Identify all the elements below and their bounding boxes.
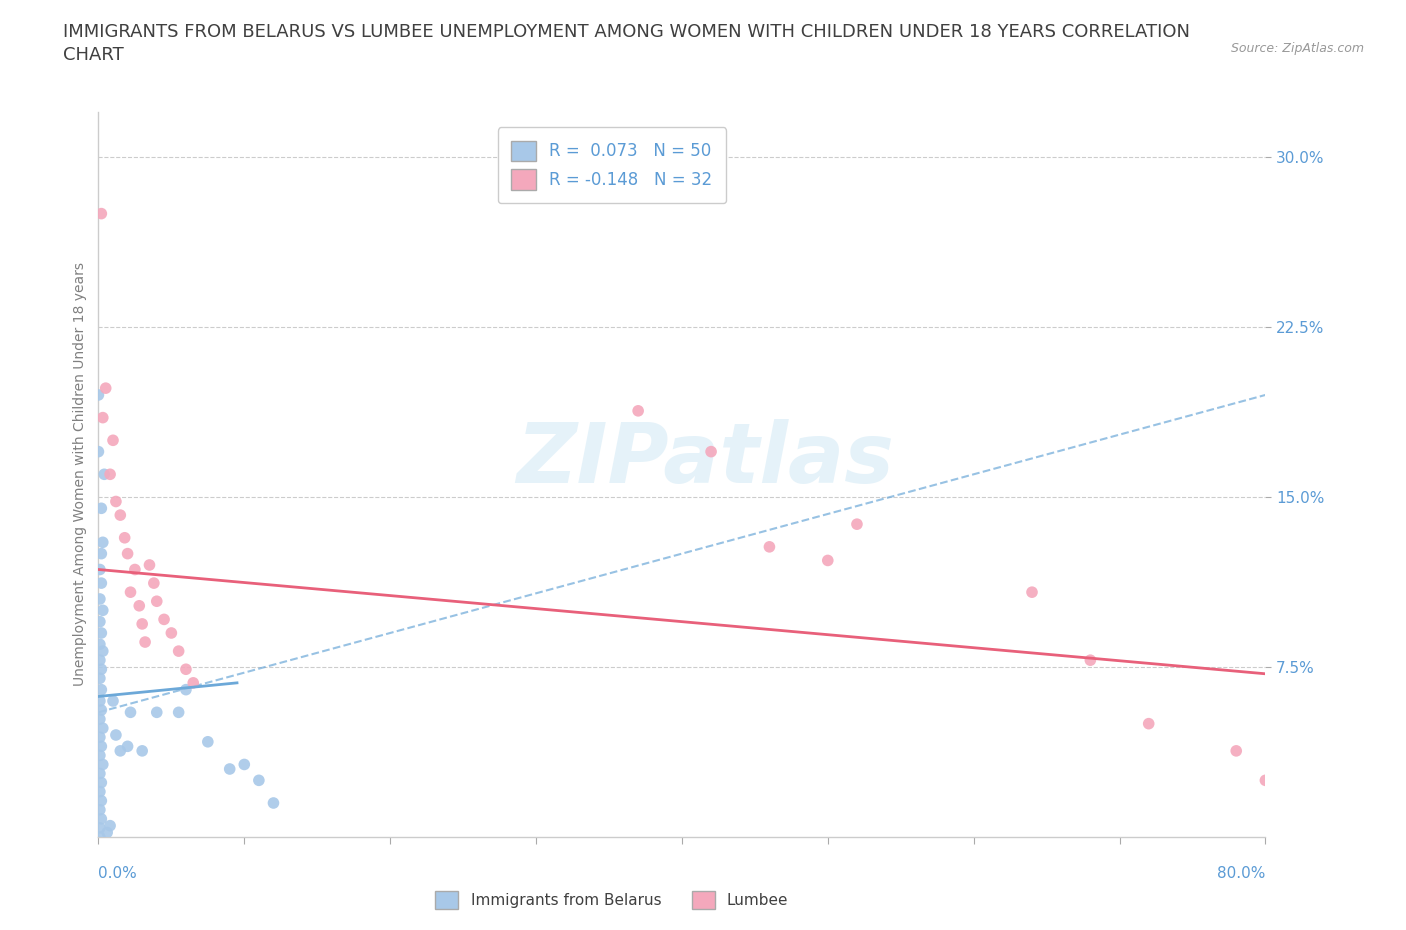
Text: 80.0%: 80.0% xyxy=(1218,866,1265,881)
Point xyxy=(91,603,114,618)
Point xyxy=(90,793,112,808)
Point xyxy=(174,683,197,698)
Point xyxy=(98,467,121,482)
Point xyxy=(110,743,132,758)
Point xyxy=(146,705,169,720)
Point xyxy=(101,694,124,709)
Point xyxy=(146,594,169,609)
Text: IMMIGRANTS FROM BELARUS VS LUMBEE UNEMPLOYMENT AMONG WOMEN WITH CHILDREN UNDER 1: IMMIGRANTS FROM BELARUS VS LUMBEE UNEMPL… xyxy=(63,23,1191,41)
Point xyxy=(89,562,111,577)
Point xyxy=(817,553,839,568)
Point xyxy=(110,508,132,523)
Point xyxy=(197,735,219,750)
Point xyxy=(91,535,114,550)
Legend: R =  0.073   N = 50, R = -0.148   N = 32: R = 0.073 N = 50, R = -0.148 N = 32 xyxy=(498,127,725,203)
Point xyxy=(91,757,114,772)
Point xyxy=(1137,716,1160,731)
Point xyxy=(262,795,284,810)
Point xyxy=(174,662,197,677)
Point xyxy=(160,626,183,641)
Point xyxy=(89,830,111,844)
Point xyxy=(89,637,111,652)
Point xyxy=(167,705,190,720)
Point xyxy=(98,818,121,833)
Point xyxy=(89,766,111,781)
Point xyxy=(218,762,240,777)
Point xyxy=(91,644,114,658)
Point xyxy=(90,683,112,698)
Point xyxy=(89,820,111,835)
Point xyxy=(93,467,115,482)
Point xyxy=(94,380,117,395)
Point xyxy=(89,591,111,606)
Point xyxy=(89,614,111,629)
Point xyxy=(120,585,142,600)
Point xyxy=(758,539,780,554)
Point xyxy=(89,671,111,685)
Point xyxy=(117,738,139,753)
Point xyxy=(89,803,111,817)
Point xyxy=(142,576,165,591)
Point xyxy=(90,576,112,591)
Point xyxy=(1021,585,1043,600)
Point xyxy=(101,432,124,447)
Point xyxy=(91,721,114,736)
Point xyxy=(90,662,112,677)
Point xyxy=(138,558,160,573)
Point xyxy=(96,825,118,840)
Text: 0.0%: 0.0% xyxy=(98,866,138,881)
Point xyxy=(1225,743,1247,758)
Point xyxy=(167,644,190,658)
Point xyxy=(90,811,112,827)
Point xyxy=(120,705,142,720)
Point xyxy=(90,776,112,790)
Point xyxy=(117,546,139,561)
Point xyxy=(181,675,204,690)
Point xyxy=(114,530,136,545)
Point xyxy=(153,612,176,627)
Point xyxy=(233,757,256,772)
Point xyxy=(87,388,110,403)
Y-axis label: Unemployment Among Women with Children Under 18 years: Unemployment Among Women with Children U… xyxy=(73,262,87,686)
Text: ZIPatlas: ZIPatlas xyxy=(516,419,894,500)
Point xyxy=(700,445,723,459)
Point xyxy=(90,501,112,516)
Point xyxy=(134,634,156,649)
Point xyxy=(846,517,869,532)
Point xyxy=(104,727,127,742)
Point xyxy=(89,694,111,709)
Point xyxy=(90,546,112,561)
Point xyxy=(131,743,153,758)
Point xyxy=(131,617,153,631)
Point xyxy=(627,404,650,418)
Text: CHART: CHART xyxy=(63,46,124,64)
Point xyxy=(1254,773,1277,788)
Point xyxy=(104,494,127,509)
Point xyxy=(124,562,146,577)
Point xyxy=(87,445,110,459)
Point xyxy=(247,773,270,788)
Point xyxy=(89,784,111,799)
Point xyxy=(128,598,150,613)
Point xyxy=(90,738,112,753)
Point xyxy=(89,653,111,668)
Point xyxy=(1080,653,1102,668)
Point xyxy=(89,730,111,745)
Point xyxy=(89,711,111,726)
Point xyxy=(90,703,112,718)
Text: Source: ZipAtlas.com: Source: ZipAtlas.com xyxy=(1230,42,1364,55)
Point xyxy=(89,748,111,763)
Point xyxy=(90,206,112,221)
Point xyxy=(91,410,114,425)
Point xyxy=(90,626,112,641)
